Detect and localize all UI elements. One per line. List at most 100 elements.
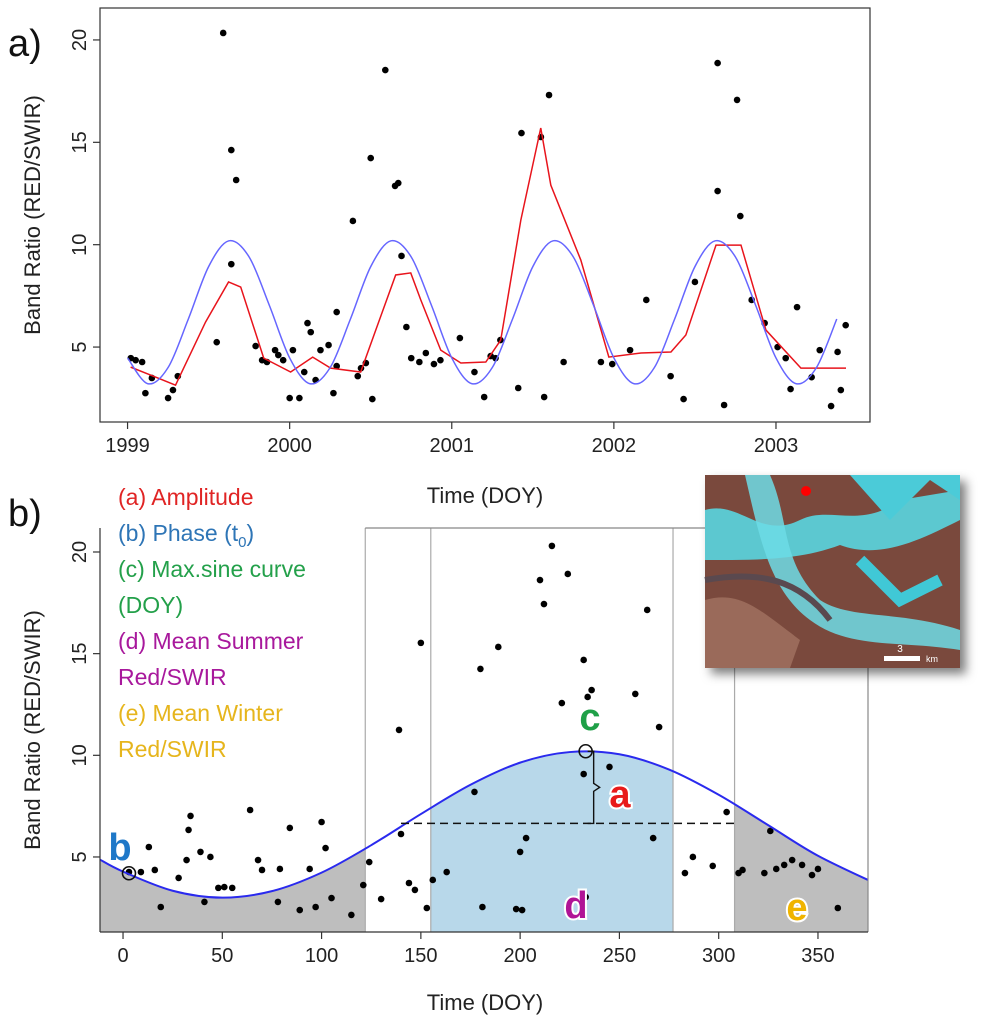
data-point [416,358,423,366]
legend-entry: Red/SWIR [118,664,227,690]
data-point [548,542,556,550]
series-line [100,750,868,899]
data-point [643,606,651,614]
annotation-letter: d [564,885,587,927]
data-point [788,856,796,864]
data-point [348,911,355,919]
data-point [132,356,139,364]
data-point [307,328,315,336]
data-point [649,834,657,842]
data-point [655,723,663,731]
data-point [580,770,587,778]
data-point [608,360,616,368]
legend-entry: Red/SWIR [118,736,227,762]
data-point [837,386,845,394]
data-point [480,393,488,401]
legend-text: ) [247,520,255,546]
data-point [680,395,687,403]
data-point [522,834,530,842]
x-tick-label: 300 [702,945,735,967]
data-point [834,348,841,356]
data-point [631,690,639,698]
data-point [456,334,464,342]
data-point [197,848,204,856]
data-point [798,861,806,869]
legend-text: (DOY) [118,592,183,618]
plot-frame [99,7,871,423]
data-point [246,806,254,814]
data-point [814,865,822,873]
data-point [514,384,522,392]
series-line [126,239,838,385]
data-point [359,881,367,889]
data-point [296,394,303,402]
plot-area [126,29,849,410]
data-point [398,252,405,260]
y-tick-label: 15 [69,643,91,665]
data-point [714,59,721,67]
data-point [333,308,340,316]
y-axis-title: Band Ratio (RED/SWIR) [20,95,45,335]
legend-text: (a) Amplitude [118,484,254,510]
data-point [606,763,613,771]
data-point [286,394,293,402]
data-point [201,898,208,906]
legend-entry: (c) Max.sine curve [118,556,306,582]
data-point [183,856,190,864]
data-point [279,356,287,364]
data-point [312,903,319,911]
y-axis-title: Band Ratio (RED/SWIR) [20,610,45,850]
data-point [367,154,375,162]
y-tick-label: 10 [69,234,91,256]
data-point [274,898,282,906]
data-point [512,905,520,913]
data-point [691,278,699,286]
data-point [151,866,159,874]
marker-circle [121,865,137,881]
data-point [479,903,486,911]
data-point [138,358,146,366]
y-tick-label: 5 [69,341,91,352]
legend-text: (b) Phase (t [118,520,239,546]
data-point [276,865,284,873]
legend-text: (d) Mean Summer [118,628,304,654]
data-point [296,906,304,914]
data-point [689,853,697,861]
y-tick-label: 5 [69,851,91,862]
data-point [175,874,182,882]
data-point [597,358,605,366]
data-point [142,389,149,397]
summer-region [430,751,674,932]
legend-entry: (b) Phase (t0) [118,520,254,551]
data-point [580,656,587,664]
data-point [300,368,308,376]
data-point [417,639,425,647]
data-point [164,394,172,402]
legend-text: (c) Max.sine curve [118,556,306,582]
annotation-letter: b [108,827,131,869]
data-point [626,346,634,354]
panel-a: 1999 2000 2001 2002 2003 5 10 15 20 [69,29,849,457]
data-point [228,884,236,892]
annotation-letter: e [786,887,807,929]
data-point [558,699,566,707]
data-point [395,726,403,734]
data-point [733,96,741,104]
data-point [145,843,153,851]
data-point [560,358,567,366]
data-point [275,351,282,359]
y-tick-label: 10 [69,744,91,766]
data-point [169,386,177,394]
x-tick-label: 50 [211,945,233,967]
x-tick-label: 2001 [430,435,475,457]
data-point [219,29,227,37]
legend-entry: (a) Amplitude [118,484,254,510]
x-tick-label: 2000 [267,435,312,457]
y-tick-label: 15 [69,131,91,153]
panel-label: b) [8,493,42,535]
data-point [422,349,430,357]
data-point [588,686,595,694]
data-point [207,853,214,861]
x-tick-label: 2003 [754,435,799,457]
